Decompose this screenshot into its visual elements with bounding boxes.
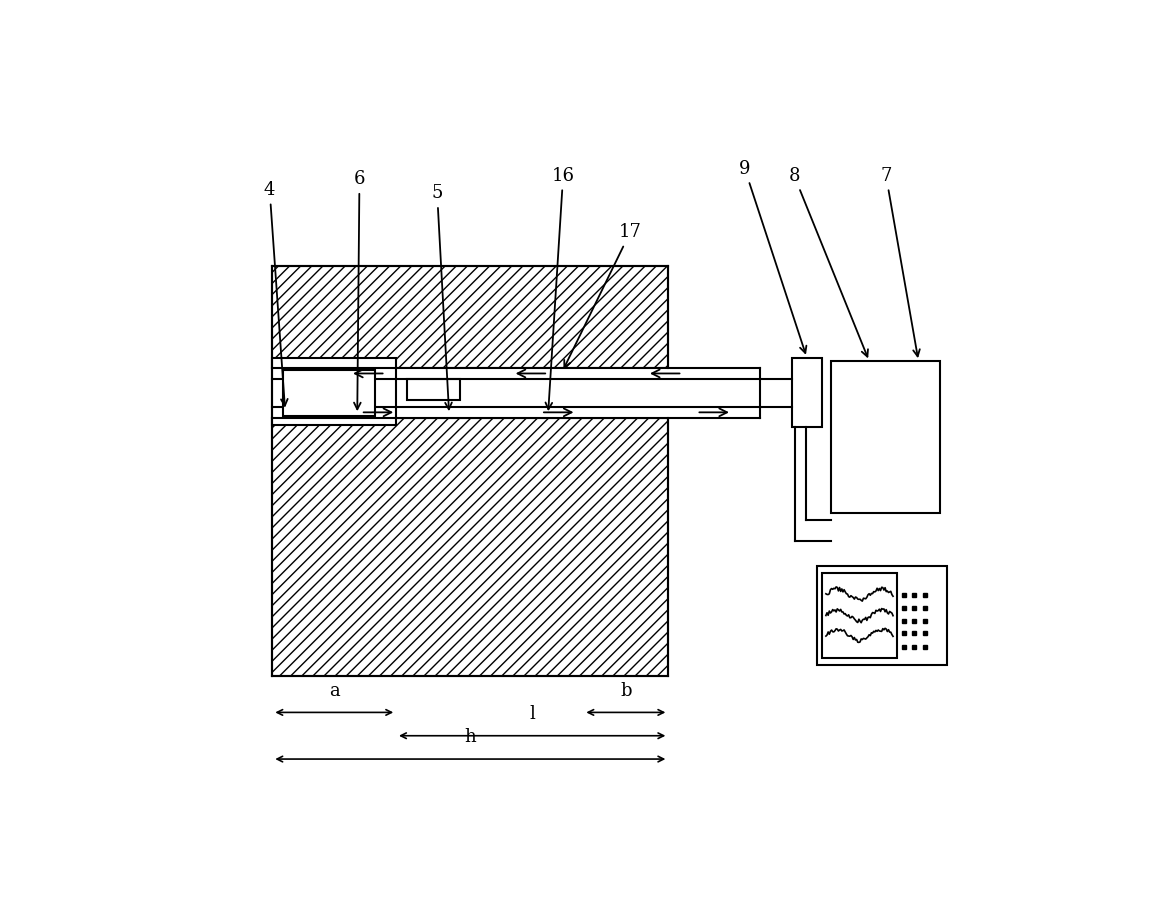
Bar xyxy=(283,370,375,416)
Bar xyxy=(831,361,941,513)
Text: h: h xyxy=(464,728,476,746)
Text: 16: 16 xyxy=(546,167,575,409)
Bar xyxy=(816,566,948,665)
Text: 8: 8 xyxy=(788,167,868,357)
Bar xyxy=(273,368,760,418)
Text: b: b xyxy=(620,682,632,700)
Bar xyxy=(273,357,396,425)
Text: 6: 6 xyxy=(353,170,365,409)
Text: a: a xyxy=(329,682,339,700)
Bar xyxy=(822,573,897,658)
Bar xyxy=(407,379,459,400)
Bar xyxy=(792,357,822,427)
Text: 17: 17 xyxy=(564,223,641,367)
Text: 7: 7 xyxy=(880,167,920,356)
Text: 9: 9 xyxy=(739,160,807,353)
Bar xyxy=(273,418,668,676)
Text: l: l xyxy=(529,705,535,723)
Bar xyxy=(273,265,668,368)
Text: 5: 5 xyxy=(431,185,452,409)
Text: 4: 4 xyxy=(264,181,288,406)
